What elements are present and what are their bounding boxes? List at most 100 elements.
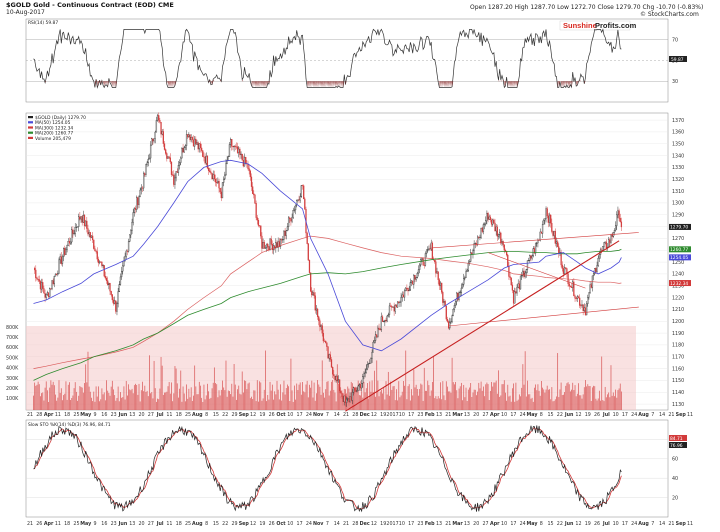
volume-bar [281,400,283,410]
price-candle-body [45,294,47,298]
price-candle-body [417,269,420,274]
x-tick-label: 12 [575,521,581,527]
volume-bar [149,355,150,410]
x-tick-label: 28 [352,521,358,527]
stoch-k-line [33,425,622,513]
price-candle-body [276,242,278,248]
x-tick-label: Apr [44,521,54,527]
price-candle-body [158,115,160,121]
price-candle-body [468,261,471,264]
x-tick-label: 12 [575,412,581,418]
price-candle-body [366,364,369,370]
price-candle-body [104,275,107,279]
price-candle-body [169,157,171,163]
volume-bar [94,401,96,410]
volume-bar [545,389,547,410]
price-candle-body [343,395,345,402]
volume-bar [403,381,404,410]
x-tick-label: 23 [111,412,117,418]
volume-bar [270,390,272,410]
volume-bar [573,390,575,410]
price-panel: 800K 700K 600K 500K 400K 300K 200K 100K $GOLD (… [6,112,693,418]
price-tick-label: 1150 [672,378,684,384]
volume-bar [291,390,293,410]
x-tick-label: 21 [27,412,33,418]
price-tick-label: 1170 [672,355,684,361]
volume-bar [71,398,73,410]
x-tick-label: 21 [445,412,451,418]
price-candle-body [582,304,584,312]
volume-bar [318,384,320,410]
volume-bar [287,384,288,410]
price-value-label: 1279.70 [670,225,688,231]
price-candle-body [496,226,498,237]
volume-bar [215,383,216,410]
price-candle-body [39,281,42,290]
price-candle-body [269,238,271,251]
x-tick-label: Apr [490,521,500,527]
price-candle-body [348,398,350,403]
price-candle-body [73,233,75,235]
legend-swatch [28,121,33,124]
price-candle-body [533,248,536,254]
volume-bar [193,395,194,410]
volume-bar [222,380,223,410]
price-candle-body [386,315,388,322]
volume-bar [319,386,321,410]
volume-bar [448,391,450,410]
price-tick-label: 1190 [672,331,684,337]
price-candle-body [568,283,570,287]
volume-bar [407,386,409,410]
volume-bar [254,390,256,410]
volume-bar [614,396,615,410]
x-tick-label: May [80,412,92,418]
price-candle-body [91,235,94,241]
volume-bar [131,388,133,410]
volume-bar [454,384,455,410]
volume-bar [33,395,34,410]
volume-tick-label: 100K [6,396,19,402]
price-candle-body [552,231,554,236]
price-candle-body [94,248,96,252]
volume-bar [421,384,423,410]
stoch-panel: Slow STO %K(14) %D(3) 76.96, 84.71 80604… [25,419,693,527]
price-candle-body [557,241,559,247]
volume-bar [314,400,316,410]
price-candle-body [108,283,110,285]
volume-bar [488,400,490,410]
price-candle-body [312,292,314,296]
price-candle-body [176,171,178,173]
price-candle-body [439,282,442,286]
price-candle-body [443,301,445,303]
price-candle-body [133,207,135,213]
volume-bar [117,386,119,410]
price-candle-body [588,292,590,298]
price-candle-body [403,290,406,298]
volume-bar [256,380,258,410]
price-candle-body [144,173,146,175]
price-candle-body [583,307,585,312]
price-candle-body [500,232,502,244]
volume-bar [297,390,299,410]
price-candle-body [499,232,501,235]
volume-tick-label: 300K [6,376,19,382]
x-tick-label: Nov [313,412,324,418]
volume-bar [372,391,374,410]
x-tick-label: Sep [676,521,687,527]
x-tick-label: 20 [473,521,479,527]
stoch-tick-label: 60 [672,457,678,463]
price-candle-body [362,376,364,384]
volume-bar [102,394,104,410]
volume-bar [306,380,308,410]
volume-bar [542,387,543,410]
x-tick-label: 21 [445,521,451,527]
legend-entry: MA(200) 1260.77 [35,131,73,137]
price-candle-body [441,282,443,293]
price-tick-label: 1340 [672,153,684,159]
price-candle-body [354,387,356,391]
price-tick-label: 1250 [672,260,684,266]
price-candle-body [74,226,76,234]
price-candle-body [390,305,392,307]
price-candle-body [336,376,338,382]
volume-bar [518,394,520,410]
